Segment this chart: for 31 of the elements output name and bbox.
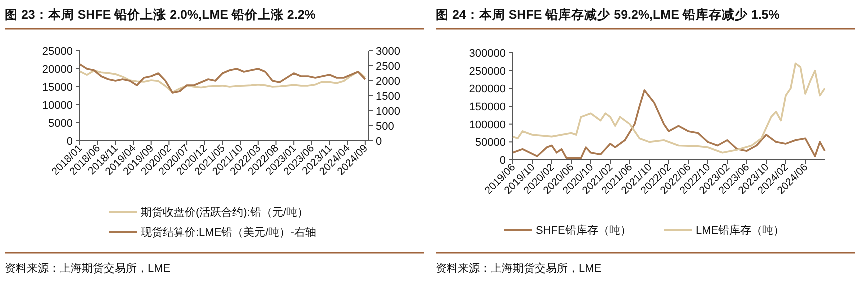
chart-title: 图 23：本周 SHFE 铅价上涨 2.0%,LME 铅价上涨 2.2%: [5, 8, 316, 22]
y-tick-label: 10000: [42, 100, 73, 112]
y-tick-label: 0: [500, 155, 506, 167]
y-tick-label: 150000: [469, 102, 506, 114]
line-series: [79, 70, 366, 94]
y2-tick-label: 500: [376, 121, 394, 133]
legend-label: LME铅库存（吨）: [696, 224, 785, 237]
y-tick-label: 0: [66, 136, 73, 148]
line-series: [512, 62, 826, 154]
legend-label: 期货收盘价(活跃合约):铅（元/吨）: [141, 206, 308, 219]
y2-tick-label: 2500: [376, 61, 400, 73]
y-tick-label: 50000: [475, 137, 506, 150]
text: 资料来源：上海期货交易所，LME: [5, 262, 171, 275]
y2-tick-label: 2000: [376, 76, 400, 88]
y-tick-label: 300000: [469, 48, 506, 60]
y-tick-label: 100000: [469, 119, 506, 132]
y-tick-label: 25000: [42, 46, 73, 58]
y2-tick-label: 1000: [376, 106, 400, 118]
y2-tick-label: 0: [376, 136, 382, 148]
y2-tick-label: 3000: [376, 46, 400, 58]
chart-title: 图 24：本周 SHFE 铅库存减少 59.2%,LME 铅库存减少 1.5%: [436, 7, 780, 22]
line-series: [79, 64, 366, 94]
y-tick-label: 250000: [469, 66, 506, 78]
y2-tick-label: 1500: [376, 91, 400, 103]
y-tick-label: 200000: [469, 84, 506, 96]
legend-label: 现货结算价:LME铅（美元/吨）-右轴: [141, 226, 316, 239]
legend-label: SHFE铅库存（吨）: [536, 224, 632, 237]
y-tick-label: 20000: [42, 64, 73, 76]
y-tick-label: 5000: [48, 118, 73, 130]
y-tick-label: 15000: [42, 82, 73, 94]
text: 资料来源：上海期货交易所，LME: [436, 262, 602, 275]
